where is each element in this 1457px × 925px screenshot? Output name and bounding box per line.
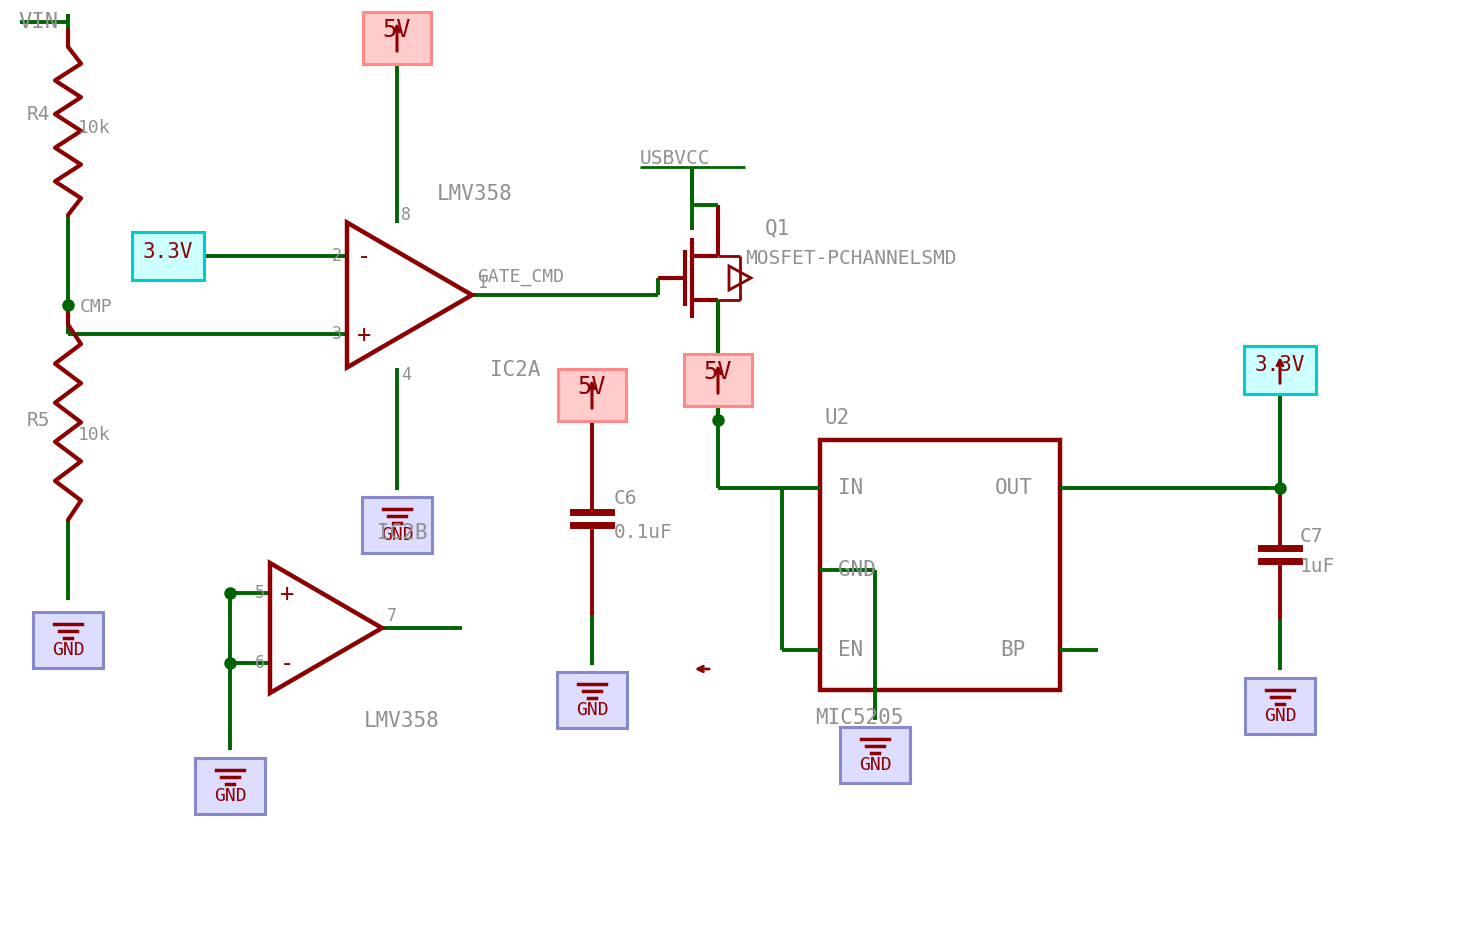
Bar bbox=[820, 440, 1061, 690]
Bar bbox=[133, 232, 204, 280]
Text: C7: C7 bbox=[1300, 526, 1323, 546]
Text: IN: IN bbox=[838, 478, 863, 498]
Bar bbox=[558, 369, 627, 421]
Text: -: - bbox=[280, 652, 294, 676]
Text: 5V: 5V bbox=[383, 18, 411, 42]
Text: 7: 7 bbox=[388, 607, 396, 625]
Text: 8: 8 bbox=[401, 205, 411, 224]
Text: GND: GND bbox=[838, 560, 876, 580]
Text: U2: U2 bbox=[825, 408, 851, 428]
Bar bbox=[683, 354, 752, 406]
Text: MOSFET-PCHANNELSMD: MOSFET-PCHANNELSMD bbox=[745, 249, 956, 267]
Text: USBVCC: USBVCC bbox=[640, 149, 711, 167]
Text: 5: 5 bbox=[255, 584, 265, 602]
Text: IC2A: IC2A bbox=[490, 360, 541, 380]
Text: VIN: VIN bbox=[17, 12, 58, 32]
Text: Q1: Q1 bbox=[765, 218, 790, 238]
Text: GND: GND bbox=[214, 787, 246, 805]
Bar bbox=[1244, 678, 1316, 734]
Text: LMV358: LMV358 bbox=[437, 184, 513, 204]
Bar bbox=[34, 612, 103, 668]
Text: 3.3V: 3.3V bbox=[1254, 355, 1305, 375]
Text: MIC5205: MIC5205 bbox=[814, 708, 903, 728]
Text: R5: R5 bbox=[28, 411, 51, 429]
Text: -: - bbox=[357, 245, 372, 269]
Text: GND: GND bbox=[380, 526, 414, 544]
Text: +: + bbox=[280, 582, 294, 606]
Text: 6: 6 bbox=[255, 654, 265, 672]
Text: +: + bbox=[357, 323, 372, 347]
Bar bbox=[1244, 346, 1316, 394]
Text: 3.3V: 3.3V bbox=[143, 241, 194, 262]
Text: CMP: CMP bbox=[80, 298, 112, 316]
Bar bbox=[557, 672, 627, 728]
Text: 10k: 10k bbox=[79, 426, 111, 444]
Text: IC2B: IC2B bbox=[377, 523, 427, 543]
Text: EN: EN bbox=[838, 640, 863, 660]
Bar bbox=[841, 727, 911, 783]
Text: GND: GND bbox=[858, 756, 892, 774]
Text: C6: C6 bbox=[613, 488, 638, 508]
Text: 5V: 5V bbox=[704, 360, 733, 384]
Bar bbox=[363, 12, 431, 64]
Text: OUT: OUT bbox=[995, 478, 1033, 498]
Text: 1: 1 bbox=[476, 274, 487, 292]
Text: GATE_CMD: GATE_CMD bbox=[476, 268, 564, 286]
Text: 3: 3 bbox=[332, 326, 342, 343]
Text: GND: GND bbox=[576, 701, 609, 719]
Text: R4: R4 bbox=[28, 105, 51, 125]
Text: 4: 4 bbox=[401, 366, 411, 385]
Text: GND: GND bbox=[51, 641, 85, 659]
Text: 5V: 5V bbox=[578, 375, 606, 399]
Text: 2: 2 bbox=[332, 247, 342, 265]
Text: 10k: 10k bbox=[79, 119, 111, 137]
Text: GND: GND bbox=[1263, 707, 1297, 725]
Text: 1uF: 1uF bbox=[1300, 557, 1335, 575]
Bar bbox=[361, 497, 431, 553]
Text: 0.1uF: 0.1uF bbox=[613, 523, 673, 541]
Text: LMV358: LMV358 bbox=[364, 711, 440, 731]
Text: BP: BP bbox=[1000, 640, 1026, 660]
Bar bbox=[195, 758, 265, 814]
